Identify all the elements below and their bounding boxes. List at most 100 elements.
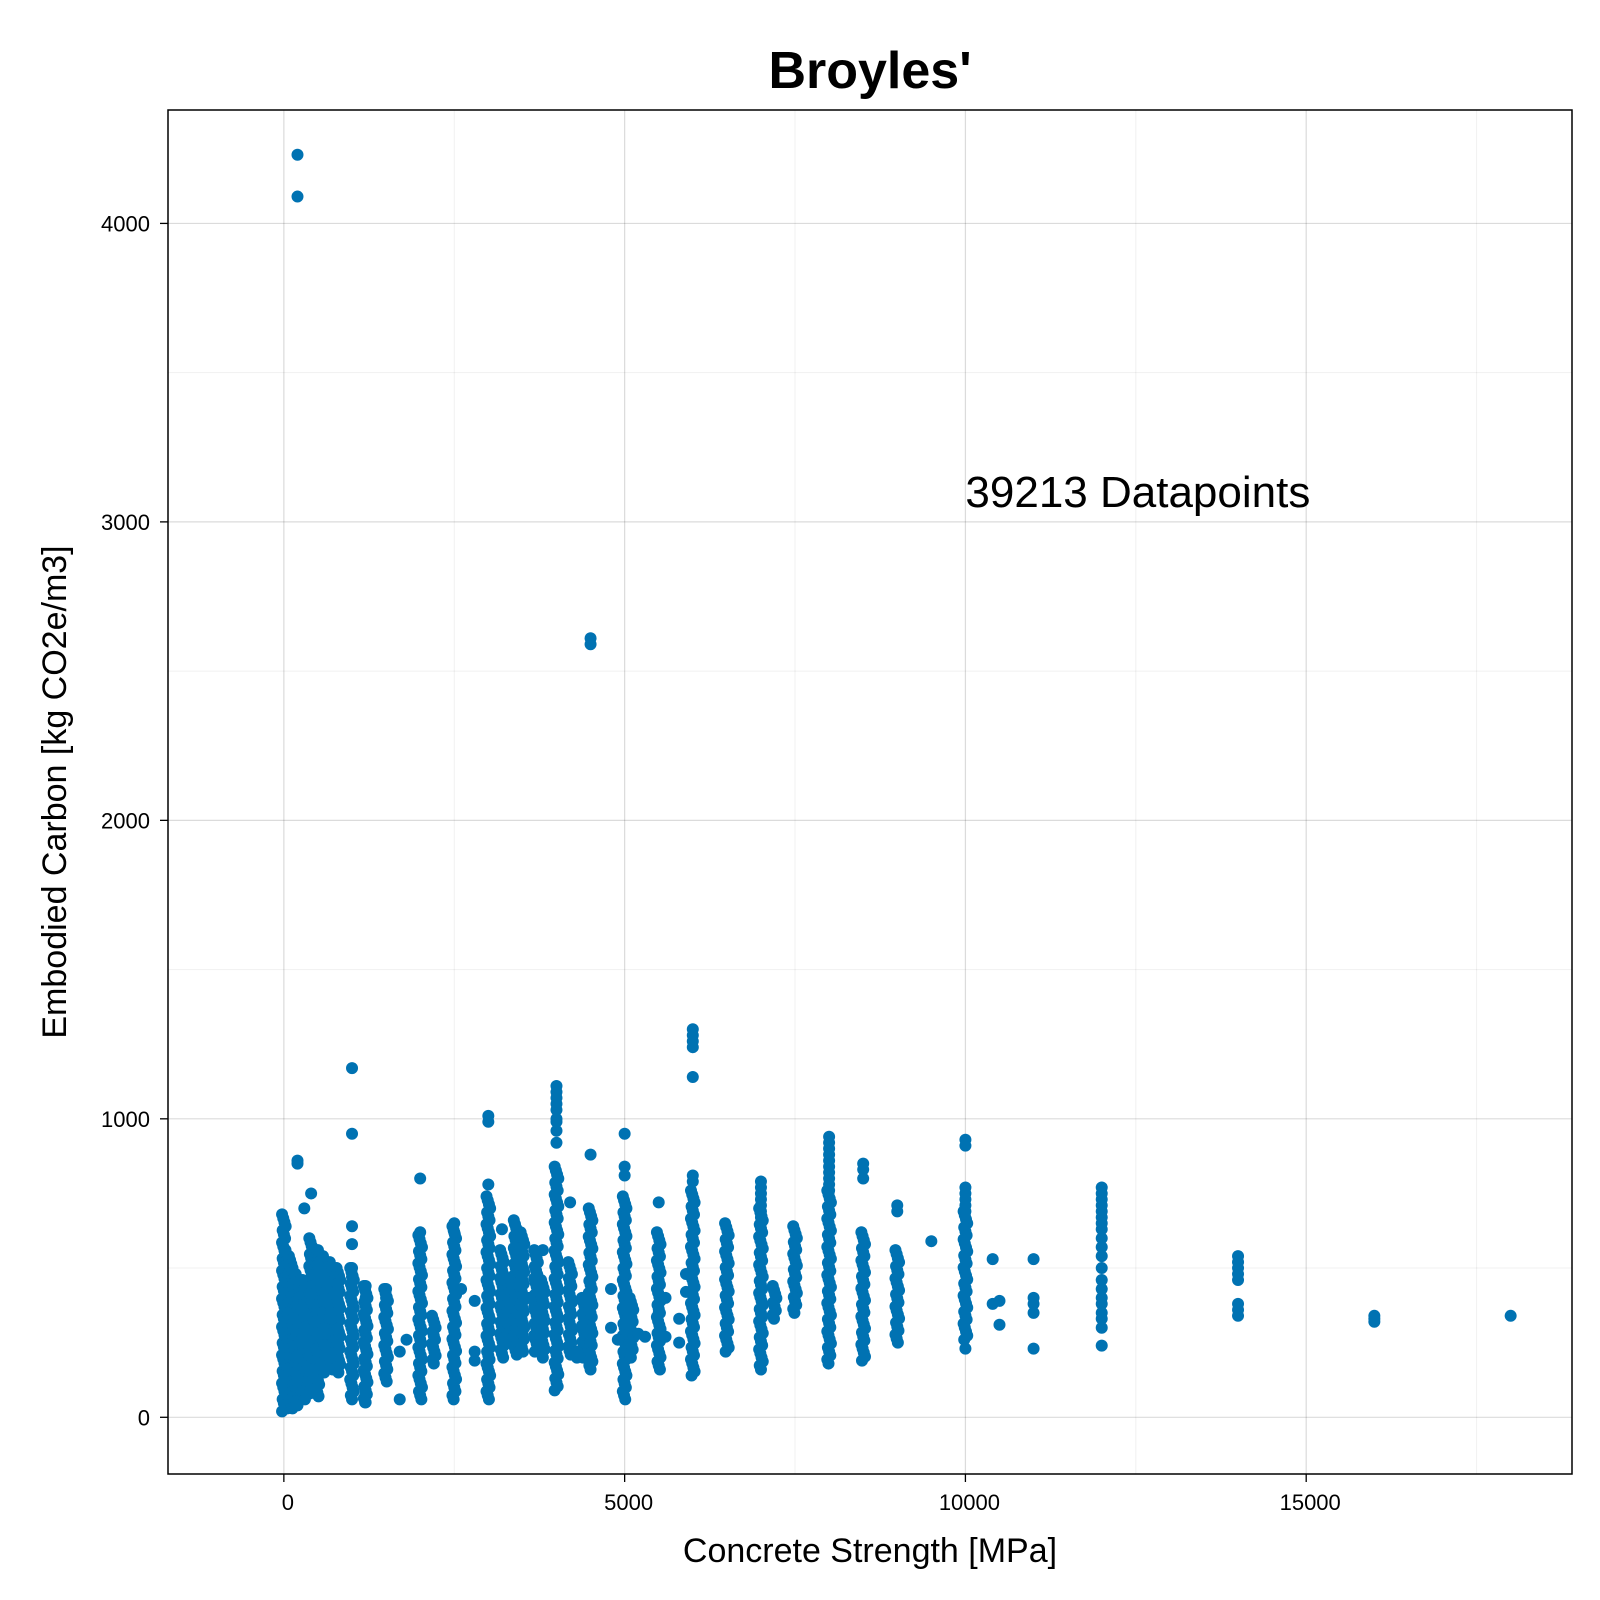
- data-point: [1504, 1309, 1517, 1322]
- data-point: [1027, 1342, 1040, 1355]
- data-point: [325, 1351, 338, 1364]
- data-point: [530, 1271, 543, 1284]
- data-point: [550, 1124, 563, 1137]
- y-tick-label: 3000: [101, 510, 150, 535]
- data-point: [550, 1136, 563, 1149]
- data-point: [380, 1282, 393, 1295]
- data-point: [298, 1321, 311, 1334]
- data-point: [659, 1330, 672, 1343]
- data-point: [447, 1393, 460, 1406]
- data-point: [857, 1163, 870, 1176]
- data-point: [958, 1333, 971, 1346]
- data-point: [788, 1306, 801, 1319]
- data-point: [427, 1357, 440, 1370]
- data-point: [332, 1360, 345, 1373]
- x-tick-label: 10000: [939, 1490, 1000, 1515]
- data-point: [359, 1291, 372, 1304]
- data-point: [959, 1139, 972, 1152]
- data-point: [686, 1071, 699, 1084]
- data-point: [618, 1127, 631, 1140]
- data-point: [517, 1345, 530, 1358]
- data-point: [1095, 1262, 1108, 1275]
- data-point: [346, 1220, 359, 1233]
- data-point: [291, 148, 304, 161]
- data-point: [482, 1232, 495, 1245]
- data-point: [1027, 1297, 1040, 1310]
- data-point: [482, 1393, 495, 1406]
- data-point: [311, 1273, 324, 1286]
- data-point: [959, 1205, 972, 1218]
- data-point: [993, 1318, 1006, 1331]
- data-point: [1095, 1339, 1108, 1352]
- data-point: [346, 1393, 359, 1406]
- data-point: [986, 1297, 999, 1310]
- data-point: [959, 1342, 972, 1355]
- data-point: [857, 1172, 870, 1185]
- data-point: [584, 1148, 597, 1161]
- data-point: [548, 1384, 561, 1397]
- data-point: [495, 1223, 508, 1236]
- data-point: [550, 1115, 563, 1128]
- data-point: [312, 1390, 325, 1403]
- data-point: [332, 1282, 345, 1295]
- data-point: [754, 1217, 767, 1230]
- data-point: [468, 1294, 481, 1307]
- data-point: [415, 1393, 428, 1406]
- data-point: [855, 1354, 868, 1367]
- data-point: [291, 1157, 304, 1170]
- data-point: [652, 1306, 665, 1319]
- data-point: [584, 638, 597, 651]
- data-point: [482, 1115, 495, 1128]
- data-point: [448, 1226, 461, 1239]
- data-point: [311, 1244, 324, 1257]
- data-point: [619, 1393, 632, 1406]
- data-point: [346, 1262, 359, 1275]
- data-points: [276, 148, 1517, 1418]
- data-point: [1095, 1273, 1108, 1286]
- data-point: [448, 1217, 461, 1230]
- data-point: [536, 1244, 549, 1257]
- data-point: [325, 1312, 338, 1325]
- data-point: [298, 1202, 311, 1215]
- data-point: [1027, 1306, 1040, 1319]
- data-point: [414, 1226, 427, 1239]
- data-point: [605, 1321, 618, 1334]
- data-point: [823, 1184, 836, 1197]
- data-point: [298, 1306, 311, 1319]
- data-point: [1095, 1312, 1108, 1325]
- datapoint-count-annotation: 39213 Datapoints: [965, 468, 1310, 517]
- data-point: [986, 1253, 999, 1266]
- x-tick-label: 0: [282, 1490, 294, 1515]
- data-point: [605, 1282, 618, 1295]
- data-point: [686, 1175, 699, 1188]
- data-point: [891, 1336, 904, 1349]
- data-point: [754, 1363, 767, 1376]
- data-point: [550, 1103, 563, 1116]
- data-point: [673, 1312, 686, 1325]
- x-axis-title: Concrete Strength [MPa]: [683, 1532, 1057, 1570]
- data-point: [679, 1268, 692, 1281]
- data-point: [305, 1288, 318, 1301]
- data-point: [393, 1345, 406, 1358]
- data-point: [719, 1345, 732, 1358]
- data-point: [455, 1282, 468, 1295]
- data-point: [570, 1351, 583, 1364]
- data-point: [305, 1187, 318, 1200]
- data-point: [639, 1330, 652, 1343]
- y-tick-label: 2000: [101, 808, 150, 833]
- data-point: [346, 1062, 359, 1075]
- data-point: [414, 1172, 427, 1185]
- data-point: [359, 1279, 372, 1292]
- data-point: [359, 1396, 372, 1409]
- data-point: [679, 1285, 692, 1298]
- x-tick-label: 5000: [604, 1490, 653, 1515]
- data-point: [346, 1271, 359, 1284]
- data-point: [1095, 1297, 1108, 1310]
- data-point: [618, 1169, 631, 1182]
- data-point: [652, 1196, 665, 1209]
- chart-title: Broyles': [768, 42, 971, 100]
- y-tick-label: 0: [138, 1405, 150, 1430]
- axis-ticks: 0 5000 10000 15000 0 1000 2000 3000 4000: [101, 211, 1341, 1515]
